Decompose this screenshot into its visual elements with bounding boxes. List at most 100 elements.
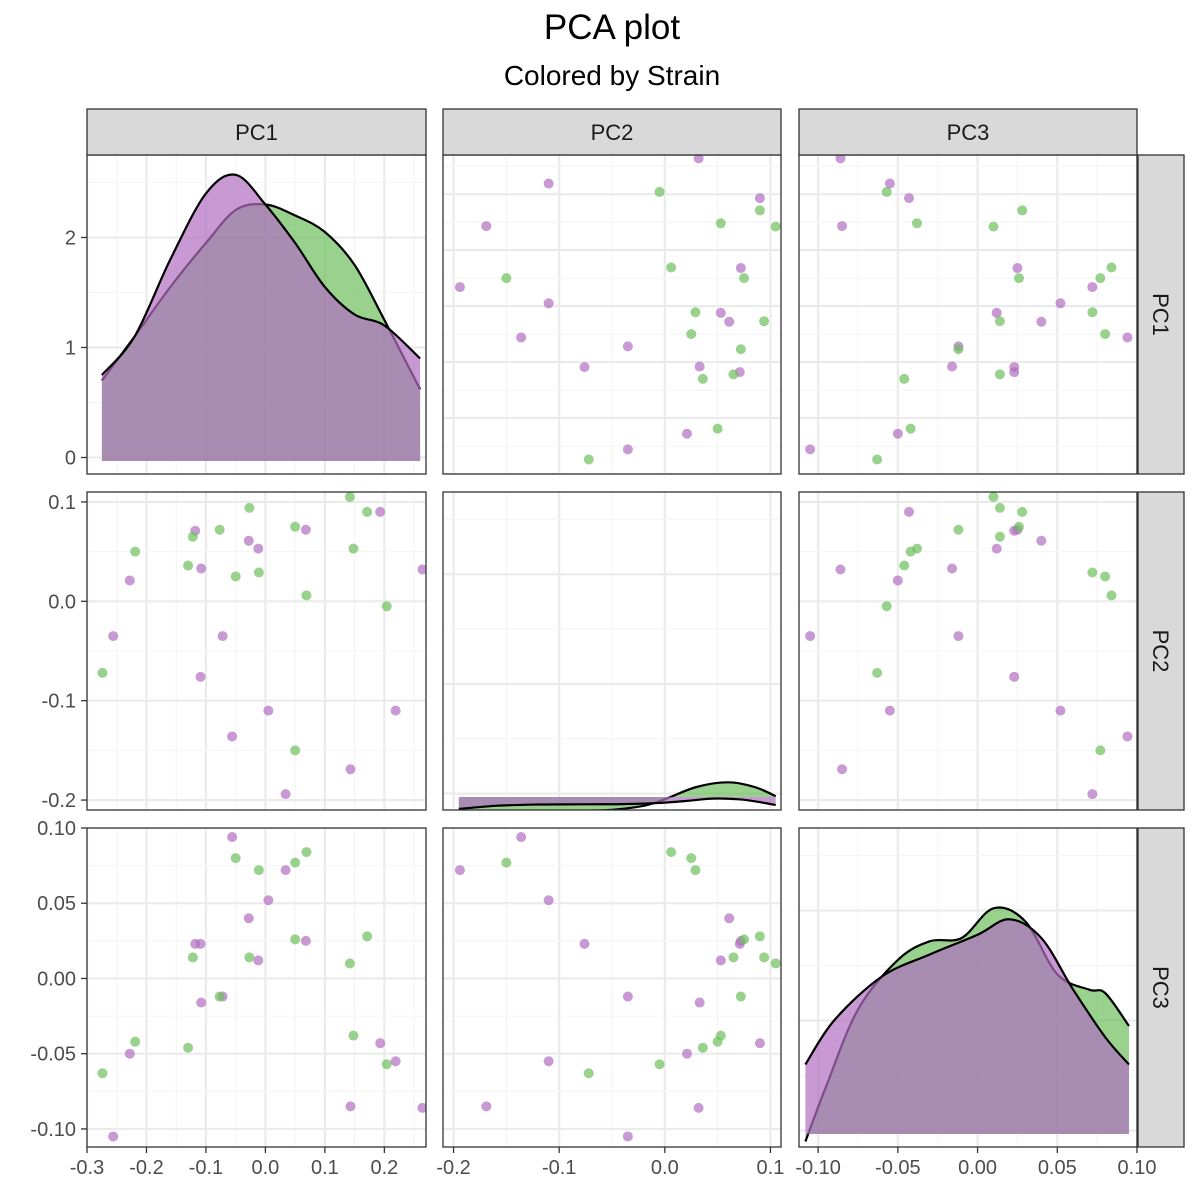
y-tick-label: -0.2: [42, 790, 76, 812]
data-point: [1106, 262, 1117, 273]
data-point: [1100, 571, 1111, 582]
x-tick-label: 0.1: [757, 1157, 785, 1179]
data-point: [130, 1036, 141, 1047]
data-point: [543, 178, 554, 189]
panel-PC1-PC2: [443, 155, 781, 474]
panel-border: [798, 491, 1138, 811]
strip-label: PC1: [1148, 293, 1173, 336]
density-line: [481, 781, 777, 810]
data-point: [994, 502, 1005, 513]
data-point: [1036, 316, 1047, 327]
strip-right: [1137, 491, 1185, 811]
panel-border: [86, 827, 427, 1148]
data-point: [988, 221, 999, 232]
data-point: [1014, 273, 1025, 284]
data-point: [381, 601, 392, 612]
data-point: [754, 1038, 765, 1049]
data-point: [835, 564, 846, 575]
x-tick-label: -0.05: [875, 1157, 921, 1179]
panel-PC3-PC1: [87, 828, 426, 1147]
strip-label: PC1: [235, 120, 278, 145]
data-point: [280, 865, 291, 876]
data-point: [988, 492, 999, 502]
data-point: [690, 307, 701, 318]
data-point: [905, 423, 916, 434]
data-point: [994, 531, 1005, 542]
data-point: [375, 506, 386, 517]
strip-label: PC3: [1148, 966, 1173, 1009]
data-point: [654, 1059, 665, 1070]
x-tick-label: -0.3: [70, 1157, 104, 1179]
data-point: [1122, 731, 1133, 742]
data-point: [543, 1056, 554, 1067]
data-point: [196, 563, 207, 574]
data-point: [97, 667, 108, 678]
data-point: [214, 524, 225, 535]
data-point: [183, 560, 194, 571]
x-tick-label: -0.2: [129, 1157, 163, 1179]
data-point: [694, 361, 705, 372]
panel-PC1-PC1: [87, 155, 426, 474]
y-tick-label: 2: [65, 228, 76, 250]
data-point: [693, 1102, 704, 1113]
y-tick-label: -0.10: [30, 1119, 76, 1141]
data-point: [899, 560, 910, 571]
data-point: [1095, 745, 1106, 756]
data-point: [911, 218, 922, 229]
data-point: [735, 263, 746, 274]
strip-label: PC2: [591, 120, 634, 145]
data-point: [579, 938, 590, 949]
data-point: [253, 543, 264, 554]
data-point: [253, 955, 264, 966]
data-point: [686, 329, 697, 340]
data-point: [243, 535, 254, 546]
data-point: [1012, 263, 1023, 274]
x-tick-label: 0.2: [370, 1157, 398, 1179]
data-point: [348, 1030, 359, 1041]
data-point: [1095, 273, 1106, 284]
data-point: [344, 492, 355, 502]
data-point: [196, 997, 207, 1008]
data-point: [501, 857, 512, 868]
data-point: [994, 369, 1005, 380]
data-point: [130, 546, 141, 557]
data-point: [124, 1048, 135, 1059]
data-point: [1014, 521, 1025, 532]
data-point: [622, 444, 633, 455]
data-point: [666, 262, 677, 273]
chart-title: PCA plot: [543, 8, 681, 47]
data-point: [263, 705, 274, 716]
data-point: [516, 332, 527, 343]
x-tick-label: -0.1: [542, 1157, 576, 1179]
strip-top: [798, 108, 1138, 156]
data-point: [872, 454, 883, 465]
data-point: [263, 895, 274, 906]
data-point: [253, 567, 264, 578]
data-point: [1087, 282, 1098, 293]
data-point: [516, 832, 527, 843]
data-point: [1055, 298, 1066, 309]
data-point: [579, 362, 590, 373]
strip-right: [1137, 154, 1185, 475]
data-point: [417, 564, 426, 575]
data-point: [715, 218, 726, 229]
data-point: [243, 913, 254, 924]
data-point: [694, 997, 705, 1008]
data-point: [227, 832, 238, 843]
data-point: [290, 745, 301, 756]
data-point: [583, 1068, 594, 1079]
data-point: [217, 631, 228, 642]
data-point: [1087, 789, 1098, 800]
data-point: [381, 1059, 392, 1070]
data-point: [1122, 332, 1133, 343]
data-point: [805, 444, 816, 455]
data-point: [183, 1042, 194, 1053]
data-point: [754, 193, 765, 204]
data-point: [622, 991, 633, 1002]
panel-PC3-PC3: [799, 828, 1137, 1147]
data-point: [715, 1030, 726, 1041]
data-point: [681, 428, 692, 439]
panel-border: [86, 491, 427, 811]
strip-right: [1137, 827, 1185, 1148]
data-point: [728, 369, 739, 380]
